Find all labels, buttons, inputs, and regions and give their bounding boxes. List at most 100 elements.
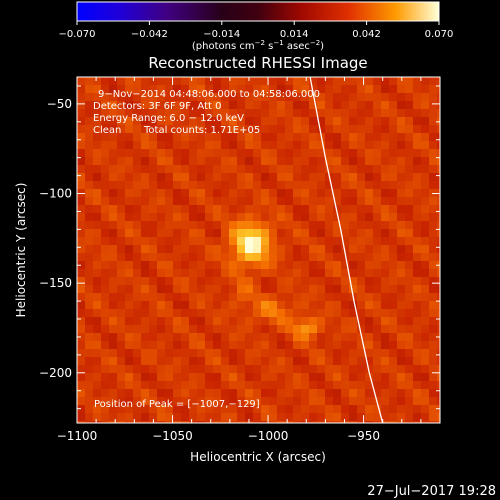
heatmap-cell [429,173,438,182]
heatmap-cell [333,365,342,374]
heatmap-cell [237,357,246,366]
heatmap-cell [133,173,142,182]
heatmap-cell [157,149,166,158]
heatmap-cell [101,205,110,214]
heatmap-cell [437,221,440,230]
heatmap-cell [301,341,310,350]
heatmap-cell [133,189,142,198]
heatmap-cell [373,141,382,150]
heatmap-cell [173,341,182,350]
heatmap-cell [101,229,110,238]
heatmap-cell [197,109,206,118]
heatmap-cell [277,125,286,134]
heatmap-cell [221,197,230,206]
heatmap-cell [277,141,286,150]
heatmap-cell [333,405,342,414]
heatmap-cell [93,365,102,374]
heatmap-cell [437,421,440,423]
heatmap-cell [389,389,398,398]
heatmap-cell [85,293,94,302]
heatmap-cell [253,381,262,390]
heatmap-cell [205,349,214,358]
heatmap-cell [389,173,398,182]
heatmap-cell [229,229,238,238]
heatmap-cell [237,421,246,423]
heatmap-cell [181,149,190,158]
heatmap-cell [341,269,350,278]
heatmap-cell [365,381,374,390]
heatmap-cell [413,165,422,174]
heatmap-cell [205,93,214,102]
heatmap-cell [125,341,134,350]
heatmap-cell [237,189,246,198]
heatmap-cell [165,133,174,142]
x-tick-label: −1000 [248,429,289,443]
heatmap-cell [205,77,214,86]
heatmap-cell [357,309,366,318]
heatmap-cell [205,133,214,142]
heatmap-cell [173,93,182,102]
heatmap-cell [117,397,126,406]
heatmap-cell [349,165,358,174]
heatmap-cell [421,333,430,342]
heatmap-cell [349,285,358,294]
heatmap-cell [405,85,414,94]
heatmap-cell [373,349,382,358]
heatmap-cell [325,117,334,126]
heatmap-cell [101,93,110,102]
heatmap-cell [173,181,182,190]
heatmap-cell [437,373,440,382]
heatmap-cell [205,389,214,398]
heatmap-cell [221,237,230,246]
heatmap-cell [117,405,126,414]
heatmap-cell [101,77,110,86]
heatmap-cell [429,157,438,166]
heatmap-cell [365,101,374,110]
heatmap-cell [357,277,366,286]
heatmap-cell [181,317,190,326]
heatmap-cell [157,189,166,198]
heatmap-cell [253,357,262,366]
heatmap-cell [149,181,158,190]
heatmap-cell [357,109,366,118]
heatmap-cell [301,213,310,222]
heatmap-cell [269,373,278,382]
heatmap-cell [221,85,230,94]
heatmap-cell [293,197,302,206]
heatmap-cell [173,109,182,118]
heatmap-cell [133,157,142,166]
heatmap-cell [253,237,262,246]
heatmap-cell [413,413,422,422]
heatmap-cell [365,133,374,142]
heatmap-cell [309,213,318,222]
heatmap-cell [125,189,134,198]
heatmap-cell [301,269,310,278]
heatmap-cell [141,285,150,294]
heatmap-cell [381,277,390,286]
heatmap-cell [117,141,126,150]
heatmap-cell [365,221,374,230]
heatmap-cell [373,149,382,158]
heatmap-cell [381,141,390,150]
heatmap-cell [349,269,358,278]
heatmap-cell [205,229,214,238]
heatmap-cell [317,173,326,182]
heatmap-cell [125,197,134,206]
heatmap-cell [373,389,382,398]
heatmap-cell [117,93,126,102]
heatmap-cell [149,85,158,94]
heatmap-cell [85,109,94,118]
heatmap-cell [189,381,198,390]
heatmap-cell [293,229,302,238]
heatmap-cell [429,253,438,262]
heatmap-cell [325,373,334,382]
heatmap-cell [285,205,294,214]
heatmap-cell [93,285,102,294]
heatmap-cell [245,125,254,134]
heatmap-cell [221,269,230,278]
heatmap-cell [405,269,414,278]
heatmap-cell [285,181,294,190]
heatmap-cell [373,381,382,390]
heatmap-cell [437,165,440,174]
heatmap-cell [405,165,414,174]
